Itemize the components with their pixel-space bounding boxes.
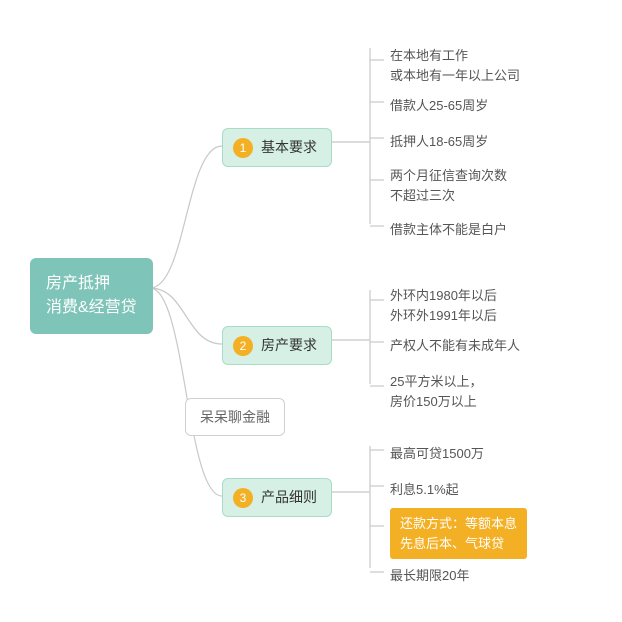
leaf-node: 产权人不能有未成年人 bbox=[390, 332, 520, 360]
branch-node: 2 房产要求 bbox=[222, 326, 332, 365]
branch-label: 基本要求 bbox=[261, 137, 317, 158]
branch-badge: 2 bbox=[233, 336, 253, 356]
root-node: 房产抵押 消费&经营贷 bbox=[30, 258, 153, 334]
branch-label: 产品细则 bbox=[261, 487, 317, 508]
leaf-node: 外环内1980年以后外环外1991年以后 bbox=[390, 282, 497, 329]
root-line2: 消费&经营贷 bbox=[46, 296, 137, 320]
watermark: 呆呆聊金融 bbox=[185, 398, 285, 436]
leaf-node: 抵押人18-65周岁 bbox=[390, 128, 488, 156]
branch-node: 3 产品细则 bbox=[222, 478, 332, 517]
leaf-node: 最高可贷1500万 bbox=[390, 440, 484, 468]
leaf-node: 两个月征信查询次数不超过三次 bbox=[390, 162, 507, 209]
leaf-node: 最长期限20年 bbox=[390, 562, 469, 590]
branch-badge: 1 bbox=[233, 138, 253, 158]
branch-node: 1 基本要求 bbox=[222, 128, 332, 167]
leaf-node: 在本地有工作或本地有一年以上公司 bbox=[390, 42, 520, 89]
branch-badge: 3 bbox=[233, 488, 253, 508]
branch-label: 房产要求 bbox=[261, 335, 317, 356]
leaf-node: 25平方米以上，房价150万以上 bbox=[390, 368, 482, 415]
leaf-node: 借款主体不能是白户 bbox=[390, 216, 507, 244]
leaf-node-highlight: 还款方式：等额本息先息后本、气球贷 bbox=[390, 508, 527, 559]
root-line1: 房产抵押 bbox=[46, 272, 137, 296]
leaf-node: 借款人25-65周岁 bbox=[390, 92, 488, 120]
leaf-node: 利息5.1%起 bbox=[390, 476, 459, 504]
